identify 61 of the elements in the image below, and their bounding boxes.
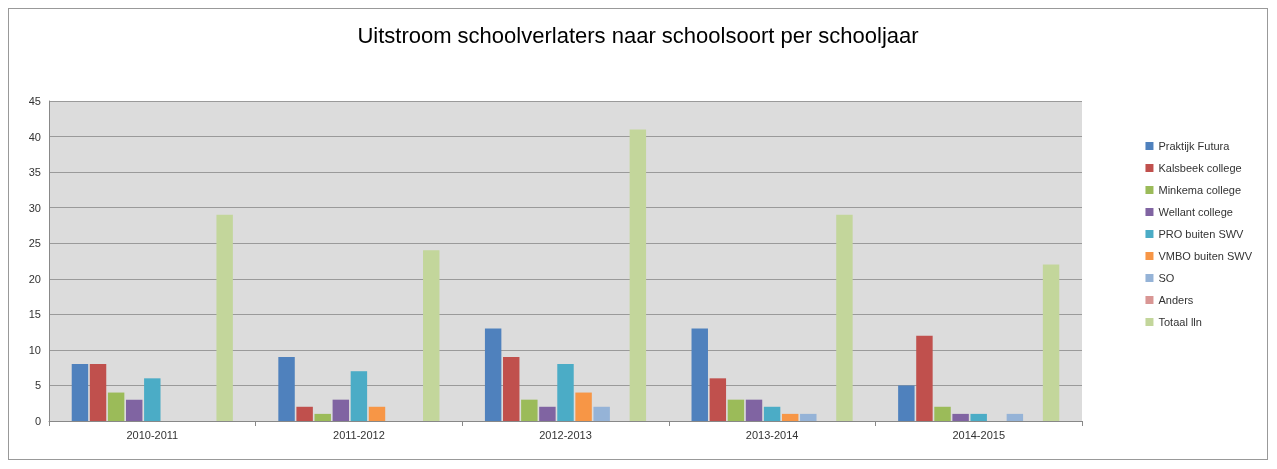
bar	[314, 413, 331, 421]
bar	[1006, 413, 1024, 421]
y-tick-label: 35	[28, 166, 41, 179]
bar	[557, 364, 574, 421]
bar	[781, 413, 799, 421]
bar	[350, 371, 368, 421]
x-tick-label: 2012-2013	[539, 428, 592, 441]
y-tick-label: 30	[28, 201, 41, 214]
legend-label: Kalsbeek college	[1158, 162, 1242, 174]
legend-label: Wellant college	[1158, 206, 1233, 218]
bar	[970, 413, 987, 421]
legend-label: VMBO buiten SWV	[1158, 250, 1253, 262]
bar	[216, 214, 233, 421]
bar	[423, 250, 440, 421]
bar	[916, 335, 933, 421]
bar	[745, 399, 763, 421]
bar	[107, 392, 125, 421]
bar	[575, 392, 592, 421]
bar	[521, 399, 538, 421]
y-tick-label: 25	[28, 237, 41, 250]
bar	[691, 328, 708, 421]
bar	[296, 406, 313, 421]
x-tick-label: 2011-2012	[333, 428, 385, 441]
y-tick-label: 45	[28, 95, 41, 107]
y-tick-label: 0	[34, 415, 41, 427]
bar	[898, 385, 915, 421]
x-tick-label: 2010-2011	[126, 428, 179, 441]
bar	[89, 364, 107, 421]
legend-label: Totaal lln	[1158, 316, 1202, 328]
legend-label: SO	[1158, 272, 1175, 284]
legend-label: Minkema college	[1158, 184, 1242, 196]
bar	[503, 357, 520, 421]
legend-label: PRO buiten SWV	[1158, 228, 1245, 240]
y-tick-label: 10	[28, 343, 41, 356]
bar	[332, 399, 350, 421]
bar	[484, 328, 502, 421]
legend-label: Praktijk Futura	[1158, 140, 1231, 152]
bar	[952, 413, 969, 421]
y-tick-label: 20	[28, 272, 41, 285]
bar	[763, 406, 781, 421]
bar	[836, 214, 853, 421]
x-tick-label: 2013-2014	[745, 428, 799, 441]
bar	[125, 399, 143, 421]
bar	[278, 357, 295, 421]
legend-label: Anders	[1158, 294, 1194, 306]
y-tick-label: 15	[28, 308, 41, 321]
bar	[539, 406, 556, 421]
bar	[71, 364, 89, 421]
bar	[368, 406, 386, 421]
y-tick-label: 5	[34, 379, 41, 392]
bar	[1042, 264, 1060, 421]
bar	[629, 129, 647, 421]
bar	[144, 378, 161, 421]
x-tick-label: 2014-2015	[952, 428, 1005, 441]
bar	[934, 406, 951, 421]
bar	[727, 399, 745, 421]
chart-title: Uitstroom schoolverlaters naar schoolsoort per schooljaar	[357, 22, 919, 48]
y-tick-label: 40	[28, 130, 41, 143]
bar	[593, 406, 610, 421]
bar	[709, 378, 727, 421]
bar	[800, 413, 817, 421]
